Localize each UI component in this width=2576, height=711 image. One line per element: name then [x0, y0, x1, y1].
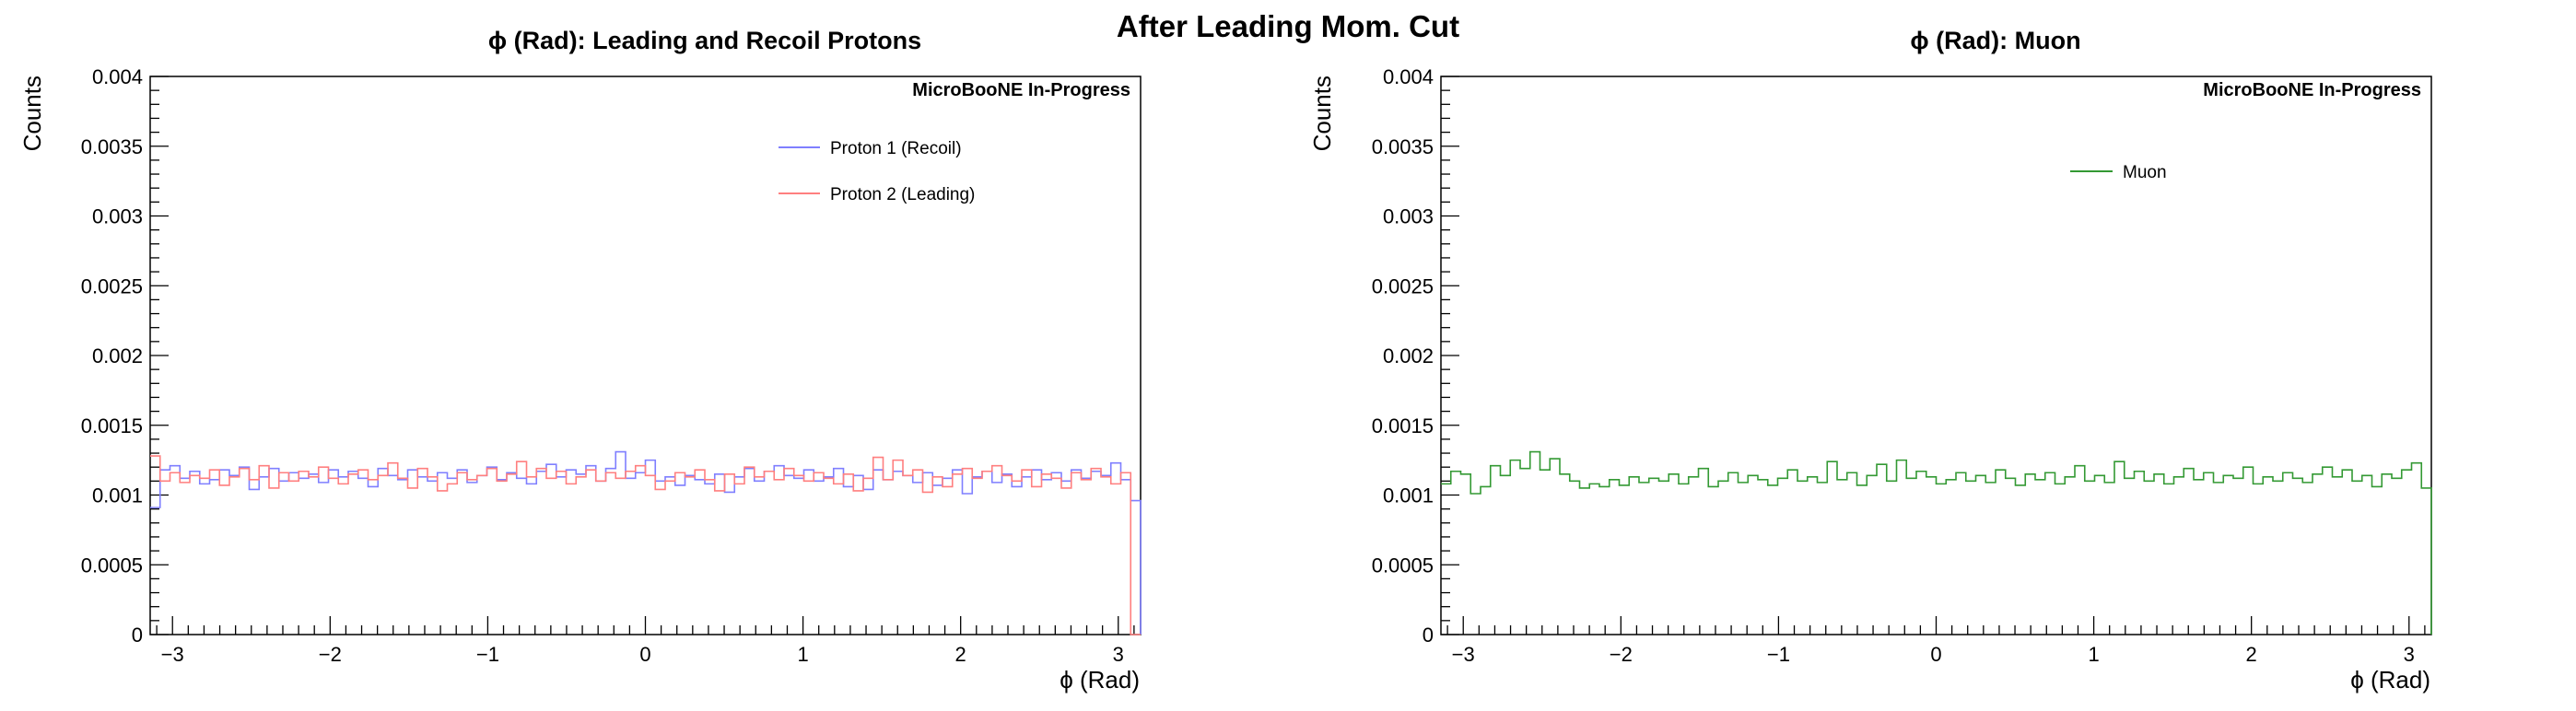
- y-tick-label: 0.0005: [81, 554, 143, 577]
- annotation: MicroBooNE In-Progress: [2203, 80, 2421, 100]
- x-tick-label: 2: [2246, 643, 2257, 666]
- y-tick-label: 0.002: [1383, 344, 1434, 367]
- y-tick-label: 0.0035: [1372, 135, 1434, 158]
- series-group: [150, 450, 1142, 635]
- figure-title: After Leading Mom. Cut: [1117, 9, 1459, 43]
- x-tick-label: −2: [1610, 643, 1633, 666]
- panel-title: ϕ (Rad): Leading and Recoil Protons: [488, 27, 921, 54]
- legend-label: Muon: [2123, 163, 2167, 182]
- axis-ticks: [150, 76, 1135, 635]
- y-tick-label: 0.003: [1383, 205, 1434, 228]
- y-axis-title: Counts: [1308, 76, 1336, 151]
- x-tick-label: −1: [476, 643, 499, 666]
- y-tick-label: 0.0035: [81, 135, 143, 158]
- x-tick-label: 1: [797, 643, 808, 666]
- series-line-2: [150, 455, 1141, 635]
- plot-area-border: [149, 76, 1142, 635]
- y-axis-title: Counts: [18, 76, 46, 151]
- series-line-1: [1441, 450, 2432, 635]
- x-tick-label: −1: [1767, 643, 1790, 666]
- legend: Muon: [2070, 163, 2167, 182]
- x-axis-title: ϕ (Rad): [2350, 666, 2430, 694]
- x-tick-label: 2: [955, 643, 966, 666]
- x-tick-label: 3: [2404, 643, 2415, 666]
- panel-title: ϕ (Rad): Muon: [1910, 27, 2080, 54]
- y-tick-label: 0.004: [1383, 65, 1434, 88]
- x-tick-label: −3: [1452, 643, 1475, 666]
- y-tick-label: 0.0015: [81, 414, 143, 437]
- y-tick-label: 0.001: [92, 484, 143, 507]
- y-tick-labels: 0 0.0005 0.001 0.0015 0.002 0.0025 0.003 0.0035…: [81, 65, 143, 647]
- plot-frame: [1440, 76, 2432, 635]
- y-tick-label: 0: [132, 624, 143, 647]
- y-tick-label: 0.0025: [1372, 274, 1434, 297]
- panel-protons: ϕ (Rad): Leading and Recoil Protons Micr…: [18, 27, 1142, 694]
- y-tick-label: 0.0025: [81, 274, 143, 297]
- x-axis-title: ϕ (Rad): [1060, 666, 1140, 694]
- y-tick-label: 0.0015: [1372, 414, 1434, 437]
- y-tick-label: 0.004: [92, 65, 143, 88]
- x-tick-label: 0: [1930, 643, 1941, 666]
- y-tick-labels: 0 0.0005 0.001 0.0015 0.002 0.0025 0.003 0.0035…: [1372, 65, 1434, 647]
- y-tick-label: 0.0005: [1372, 554, 1434, 577]
- legend: Proton 1 (Recoil) Proton 2 (Leading): [779, 139, 975, 204]
- x-tick-labels: −3 −2 −1 0 1 2 3: [161, 643, 1124, 666]
- y-tick-label: 0.002: [92, 344, 143, 367]
- x-tick-label: −2: [319, 643, 342, 666]
- x-tick-label: 0: [639, 643, 650, 666]
- plot-area-border: [1440, 76, 2432, 635]
- legend-label: Proton 1 (Recoil): [830, 139, 962, 158]
- y-tick-label: 0.003: [92, 205, 143, 228]
- y-tick-label: 0.001: [1383, 484, 1434, 507]
- x-tick-label: 1: [2088, 643, 2099, 666]
- plot-frame: [149, 76, 1142, 635]
- axis-ticks: [1441, 76, 2426, 635]
- x-tick-labels: −3 −2 −1 0 1 2 3: [1452, 643, 2415, 666]
- annotation: MicroBooNE In-Progress: [912, 80, 1130, 100]
- y-tick-label: 0: [1423, 624, 1434, 647]
- x-tick-label: −3: [161, 643, 184, 666]
- legend-label: Proton 2 (Leading): [830, 185, 975, 204]
- series-group: [1441, 450, 2432, 635]
- panel-muon: ϕ (Rad): Muon MicroBooNE In-Progress ϕ (…: [1308, 27, 2432, 694]
- x-tick-label: 3: [1113, 643, 1124, 666]
